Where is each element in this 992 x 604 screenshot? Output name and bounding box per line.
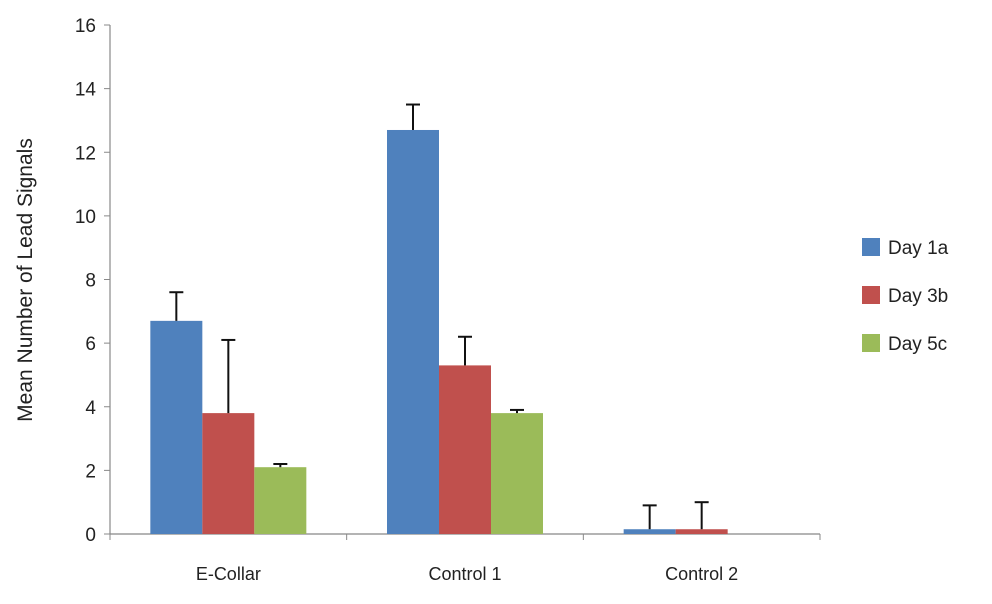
- legend-swatch: [862, 334, 880, 352]
- y-tick-label: 6: [85, 334, 96, 355]
- y-tick-label: 16: [75, 16, 96, 37]
- y-tick-label: 0: [85, 525, 96, 546]
- bar: [150, 320, 203, 534]
- legend-label: Day 1a: [888, 238, 949, 259]
- y-tick-label: 2: [85, 461, 96, 482]
- bar: [675, 529, 728, 534]
- legend: Day 1a Day 3b Day 5c: [862, 238, 949, 355]
- bar: [254, 467, 307, 534]
- x-tick-label: E-Collar: [196, 564, 261, 584]
- bar: [387, 129, 439, 534]
- y-tick-label: 12: [75, 143, 96, 164]
- y-tick-label: 8: [85, 271, 96, 292]
- bar: [623, 529, 676, 534]
- bar: [491, 413, 543, 534]
- legend-label: Day 3b: [888, 286, 948, 307]
- legend-swatch: [862, 238, 880, 256]
- y-tick-label: 14: [75, 80, 97, 101]
- y-tick-label: 4: [85, 398, 96, 419]
- x-tick-label: Control 2: [665, 564, 738, 584]
- legend-label: Day 5c: [888, 334, 947, 355]
- x-tick-label: Control 1: [428, 564, 501, 584]
- legend-swatch: [862, 286, 880, 304]
- y-axis-label: Mean Number of Lead Signals: [14, 138, 37, 422]
- y-tick-label: 10: [75, 207, 96, 228]
- bar: [202, 413, 255, 534]
- bar: [439, 365, 491, 534]
